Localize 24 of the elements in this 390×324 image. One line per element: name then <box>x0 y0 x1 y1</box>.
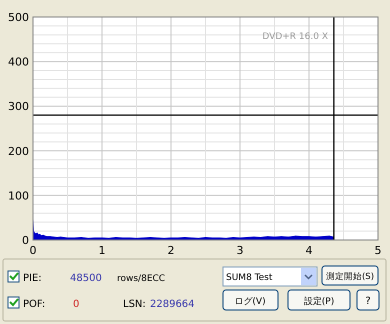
x-tick-label: 2 <box>168 244 174 257</box>
text: 2289664 <box>150 299 195 310</box>
text: POF: <box>23 299 46 310</box>
y-tick-label: 300 <box>8 100 29 114</box>
y-tick-label: 200 <box>8 144 29 158</box>
text: 0 <box>73 299 80 310</box>
y-tick-label: 100 <box>8 189 29 202</box>
text: LSN: <box>123 299 146 310</box>
x-tick-label: 1 <box>98 244 106 257</box>
x-tick-label: 4 <box>306 244 312 257</box>
text: 測定開始(S) <box>326 271 374 282</box>
text: ログ(V) <box>234 296 266 307</box>
text: PIE: <box>23 273 42 284</box>
text: 設定(P) <box>304 296 334 307</box>
y-tick-label: 500 <box>8 11 29 24</box>
annotation: DVD+R 16.0 X <box>262 32 328 42</box>
x-tick-label: 3 <box>236 244 244 257</box>
text: rows/8ECC <box>117 274 166 284</box>
text: SUM8 Test <box>226 273 273 283</box>
y-tick-label: 0 <box>22 234 29 247</box>
text: 48500 <box>70 273 102 284</box>
x-tick-label: 5 <box>374 244 382 257</box>
y-tick-label: 400 <box>8 56 29 69</box>
text: ? <box>365 296 371 307</box>
